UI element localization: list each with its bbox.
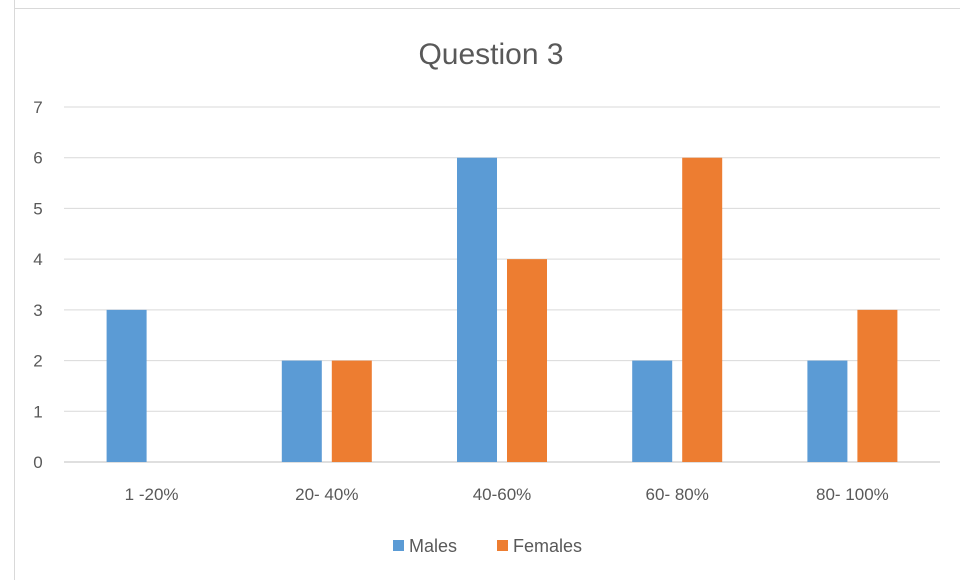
y-axis: 0 1 2 3 4 5 6 7 [33,98,42,472]
gridlines [64,106,940,463]
bar-females-3 [682,157,723,462]
y-tick-label: 5 [33,199,42,218]
y-tick-label: 7 [33,98,42,117]
bars [106,157,898,462]
y-tick-label: 0 [33,453,42,472]
bar-males-4 [807,360,848,462]
bar-males-2 [457,157,497,462]
legend-swatch-males [393,540,404,551]
x-tick-label: 1 -20% [125,485,179,504]
bar-females-2 [507,259,547,462]
bar-males-3 [632,360,673,462]
left-ruler [0,0,15,580]
legend-swatch-females [497,540,508,551]
y-tick-label: 6 [33,149,42,168]
y-tick-label: 2 [33,352,42,371]
y-tick-label: 1 [33,402,42,421]
bar-females-4 [857,309,898,462]
bar-males-1 [281,360,322,462]
legend-label-females: Females [513,536,582,556]
x-tick-label: 40-60% [473,485,532,504]
y-tick-label: 3 [33,301,42,320]
y-tick-label: 4 [33,250,42,269]
x-tick-label: 20- 40% [295,485,358,504]
x-tick-label: 80- 100% [816,485,889,504]
chart-title: Question 3 [418,38,563,71]
legend: Males Females [393,536,582,556]
chart-border-top [14,8,960,9]
bar-females-1 [331,360,372,462]
x-tick-label: 60- 80% [646,485,709,504]
legend-label-males: Males [409,536,457,556]
bar-males-0 [106,309,147,462]
x-axis: 1 -20% 20- 40% 40-60% 60- 80% 80- 100% [125,485,889,504]
